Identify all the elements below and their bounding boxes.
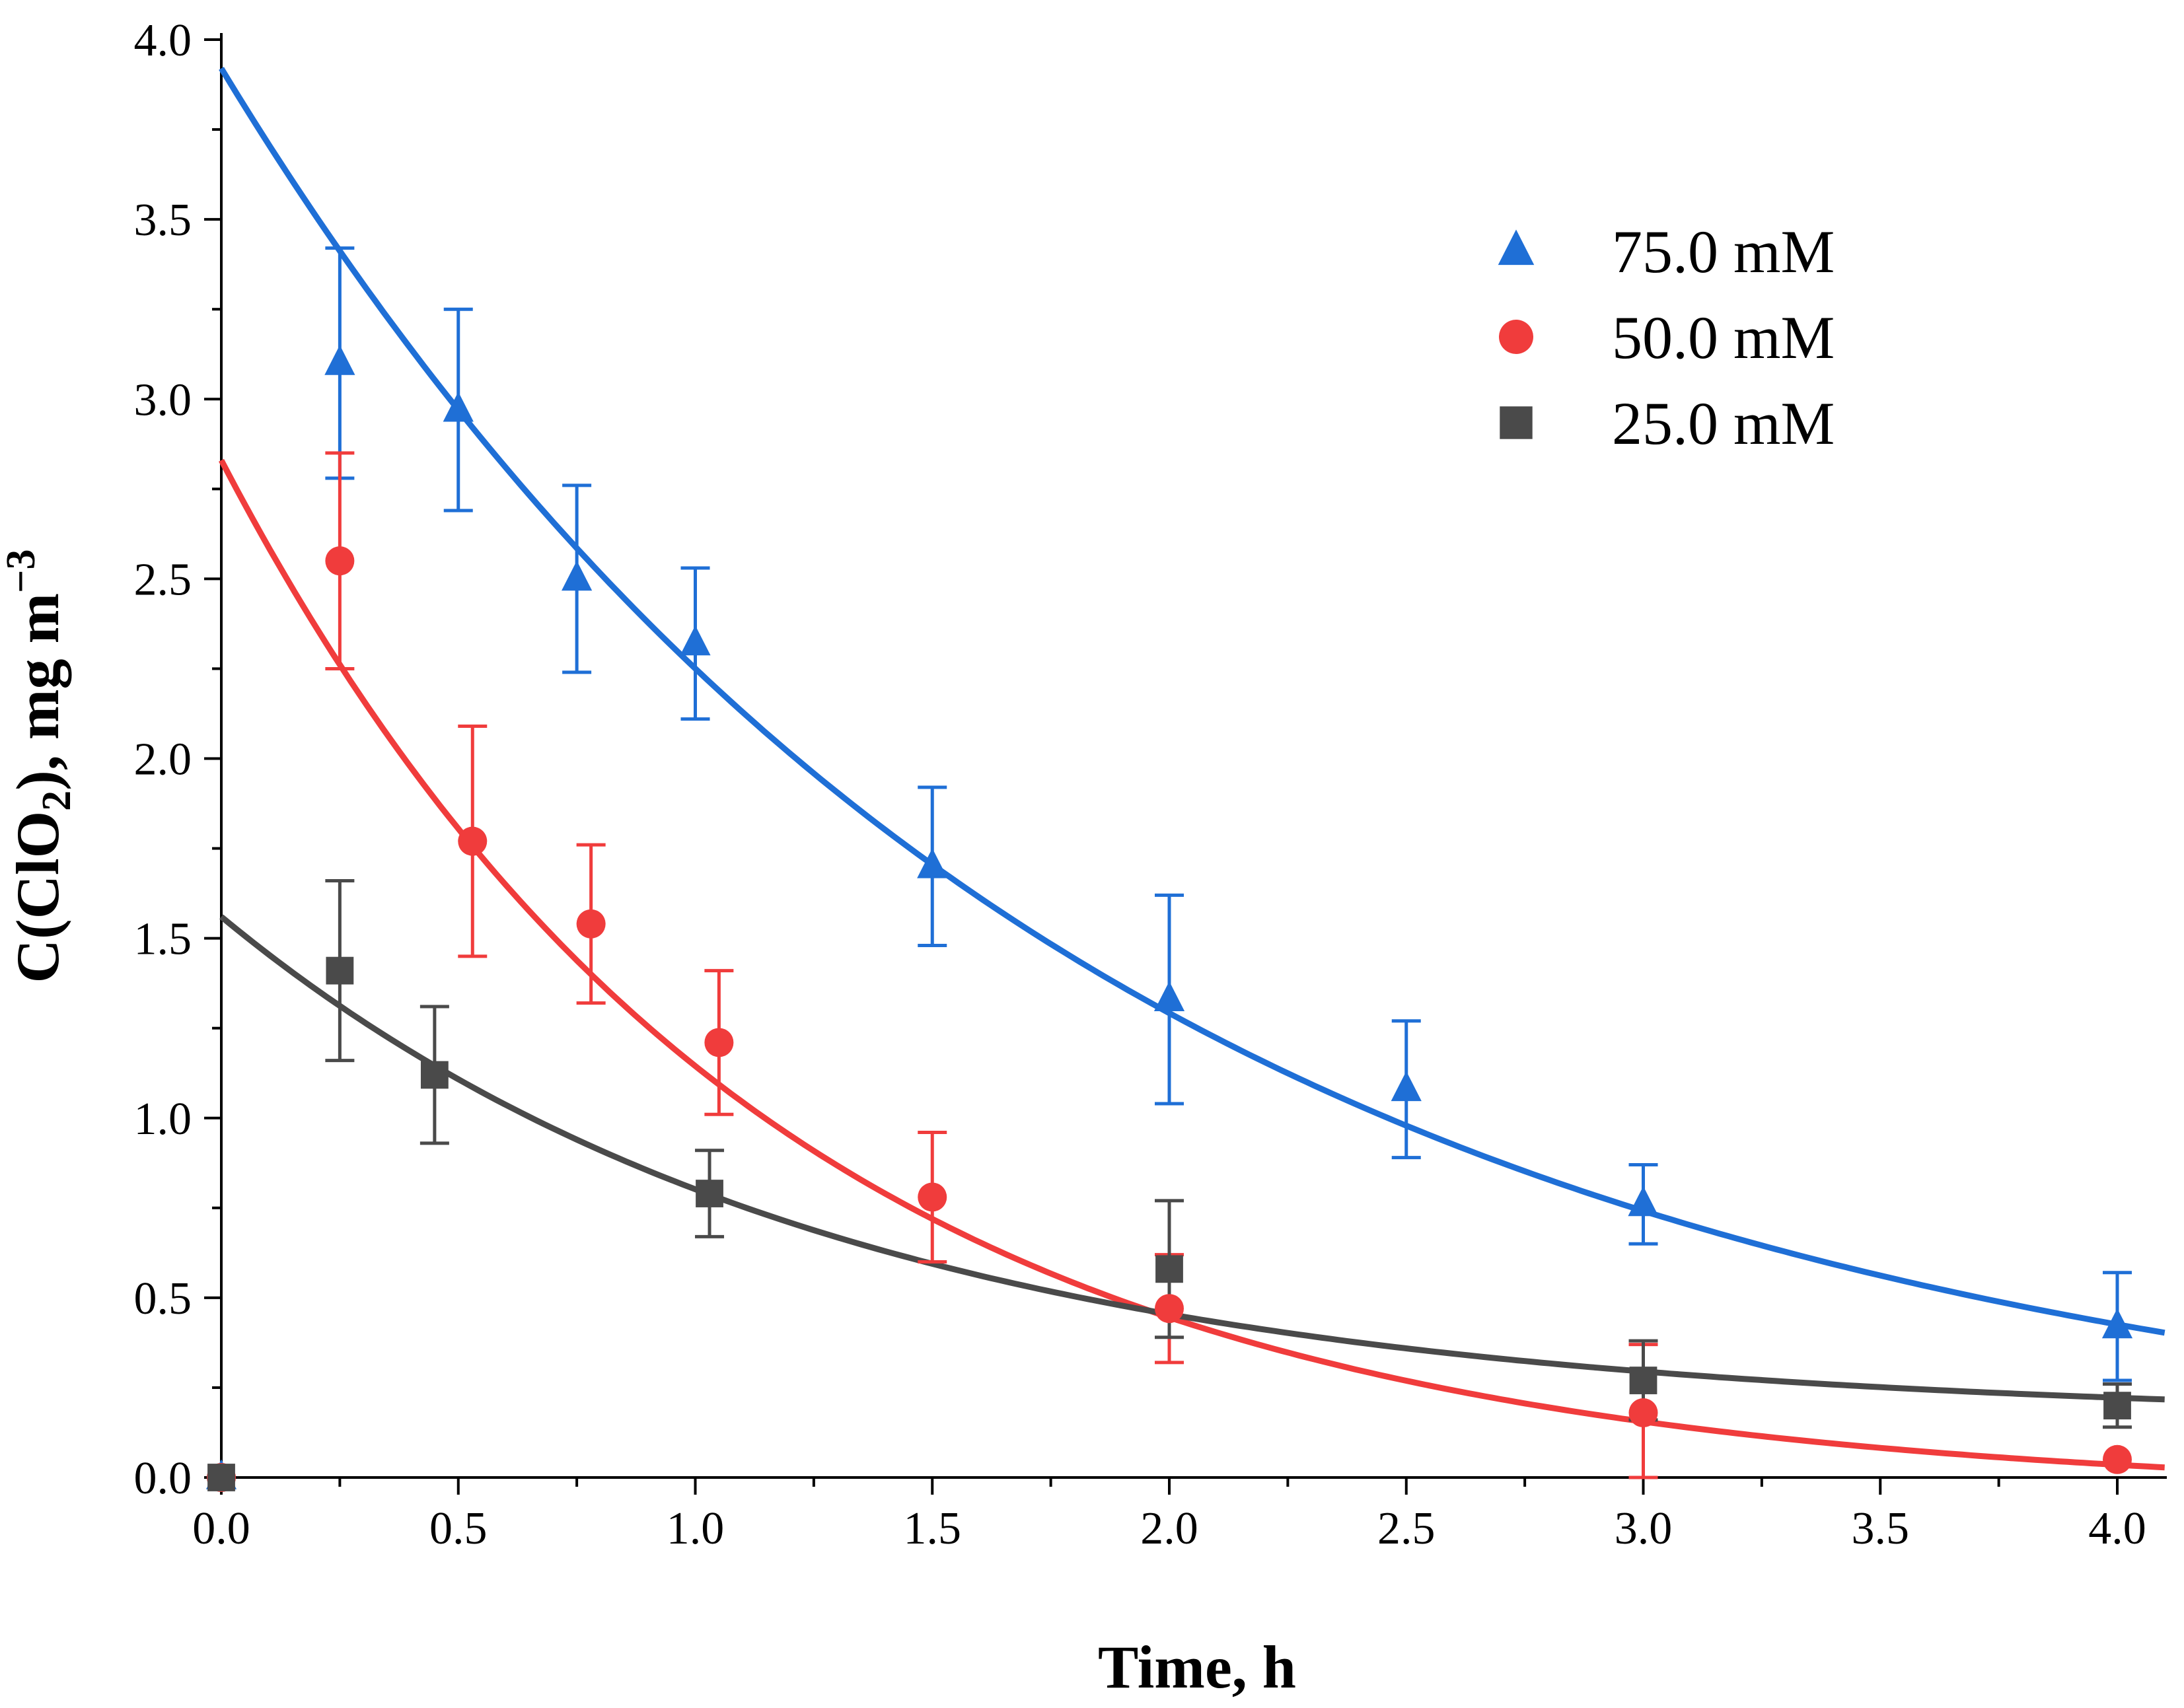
- fit-curve-750mM: [219, 67, 2166, 1336]
- marker-750mM: [1628, 1186, 1659, 1217]
- error-bars: [325, 246, 2132, 1479]
- data-markers: [205, 345, 2133, 1492]
- marker-750mM: [443, 392, 474, 422]
- marker-250mM: [1629, 1367, 1657, 1394]
- y-tick-label: 4.0: [134, 15, 192, 66]
- legend-label: 75.0 mM: [1612, 218, 1835, 285]
- x-tick-label: 3.0: [1615, 1503, 1673, 1554]
- marker-750mM: [680, 625, 711, 656]
- marker-250mM: [1155, 1255, 1183, 1283]
- y-tick-label: 1.0: [134, 1094, 192, 1145]
- legend-marker-750mM: [1498, 229, 1535, 266]
- legend-label: 50.0 mM: [1612, 304, 1835, 371]
- legend-marker-250mM: [1500, 406, 1533, 439]
- marker-250mM: [420, 1061, 449, 1089]
- legend-marker-500mM: [1499, 320, 1533, 354]
- y-axis-title-sub: 2: [34, 791, 79, 811]
- marker-750mM: [1391, 1071, 1422, 1102]
- x-tick-label: 0.5: [429, 1503, 488, 1554]
- x-tick-label: 1.0: [667, 1503, 725, 1554]
- x-tick-label: 2.5: [1377, 1503, 1436, 1554]
- marker-500mM: [458, 826, 488, 856]
- marker-500mM: [325, 546, 355, 576]
- fit-curves: [219, 67, 2166, 1471]
- marker-250mM: [207, 1464, 235, 1491]
- x-tick-label: 2.0: [1140, 1503, 1198, 1554]
- y-axis-title-tail: ), mg m: [4, 593, 71, 791]
- y-tick-label: 0.5: [134, 1273, 192, 1324]
- y-tick-label: 3.5: [134, 195, 192, 246]
- marker-750mM: [324, 345, 355, 375]
- fit-curve-250mM: [219, 914, 2165, 1403]
- y-tick-label: 3.0: [134, 374, 192, 425]
- marker-500mM: [2103, 1444, 2132, 1474]
- marker-750mM: [2101, 1308, 2133, 1339]
- y-tick-label: 1.5: [134, 914, 192, 965]
- marker-250mM: [696, 1180, 723, 1207]
- x-tick-label: 3.5: [1852, 1503, 1910, 1554]
- y-axis-title-main: C(ClO: [4, 811, 71, 983]
- y-tick-label: 2.5: [134, 554, 192, 605]
- axes-layer: 0.0 0.5 1.0 1.5 2.0 2.5 3.0 3.5 4.0 0.0 0.5 1.0 1.5 2…: [134, 15, 2167, 1554]
- x-tick-label: 0.0: [192, 1503, 250, 1554]
- x-axis-title: Time, h: [1098, 1633, 1296, 1701]
- x-tick-label: 4.0: [2088, 1503, 2146, 1554]
- marker-500mM: [1155, 1294, 1184, 1324]
- marker-500mM: [918, 1182, 947, 1212]
- y-axis-title-sup: −3: [0, 550, 44, 593]
- marker-750mM: [562, 560, 593, 591]
- y-tick-label: 2.0: [134, 734, 192, 785]
- x-tick-label: 1.5: [904, 1503, 962, 1554]
- marker-500mM: [704, 1028, 734, 1057]
- fit-curve-500mM: [219, 458, 2165, 1471]
- marker-250mM: [2103, 1392, 2131, 1420]
- marker-750mM: [1153, 981, 1185, 1012]
- marker-500mM: [1628, 1398, 1658, 1428]
- marker-250mM: [326, 956, 354, 985]
- marker-500mM: [576, 909, 606, 939]
- y-axis-title: C(ClO2), mg m−3: [0, 550, 79, 983]
- y-tick-label: 0.0: [134, 1453, 192, 1504]
- marker-750mM: [917, 848, 948, 878]
- legend-label: 25.0 mM: [1612, 390, 1835, 457]
- legend: 75.0 mM 50.0 mM 25.0 mM: [1498, 218, 1835, 457]
